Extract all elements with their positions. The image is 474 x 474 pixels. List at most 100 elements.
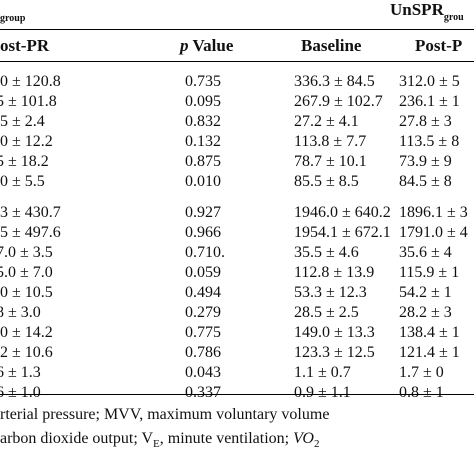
group-header-left: group xyxy=(0,1,25,24)
cell-post-pr: 5 ± 18.2 xyxy=(0,153,49,170)
cell-post-pr: 6 ± 1.3 xyxy=(0,364,41,381)
cell-baseline: 1946.0 ± 640.2 xyxy=(294,204,391,221)
table-row: 5.0 ± 7.0 0.059 112.8 ± 13.9 115.9 ± 1 xyxy=(0,263,474,283)
column-header-post-pr-1-label: ost-PR xyxy=(0,36,50,55)
table-row: 5 ± 18.2 0.875 78.7 ± 10.1 73.9 ± 9 xyxy=(0,152,474,172)
cell-baseline: 53.3 ± 12.3 xyxy=(294,284,367,301)
column-header-p-value: p Value xyxy=(180,36,233,56)
footnote-line-2-part-a: arbon dioxide output; V xyxy=(0,430,154,447)
cell-post-pr-2: 73.9 ± 9 xyxy=(399,153,452,170)
table-row: .0 ± 10.5 0.494 53.3 ± 12.3 54.2 ± 1 xyxy=(0,283,474,303)
table-row: .0 ± 5.5 0.010 85.5 ± 8.5 84.5 ± 8 xyxy=(0,172,474,192)
footnote-line-2-subscript-2: 2 xyxy=(313,438,320,451)
p-italic-label: p xyxy=(180,36,189,55)
column-header-post-pr-1: ost-PR xyxy=(0,36,49,56)
column-header-baseline-label: Baseline xyxy=(301,36,362,55)
cell-post-pr: .0 ± 120.8 xyxy=(0,73,61,90)
cell-post-pr-2: 115.9 ± 1 xyxy=(399,264,460,281)
table-row: .0 ± 120.8 0.735 336.3 ± 84.5 312.0 ± 5 xyxy=(0,72,474,92)
column-header-post-pr-2-label: Post-P xyxy=(415,36,463,55)
cell-post-pr: 7.0 ± 3.5 xyxy=(0,244,53,261)
cell-p-value: 0.279 xyxy=(185,304,221,321)
cell-post-pr-2: 236.1 ± 1 xyxy=(399,93,460,110)
cell-post-pr-2: 113.5 ± 8 xyxy=(399,133,460,150)
cell-post-pr-2: 138.4 ± 1 xyxy=(399,324,460,341)
column-header-post-pr-2: Post-P xyxy=(415,36,462,56)
column-header-baseline: Baseline xyxy=(301,36,361,56)
cell-post-pr: .5 ± 2.4 xyxy=(0,113,45,130)
cell-post-pr: .0 ± 12.2 xyxy=(0,133,53,150)
cell-p-value: 0.494 xyxy=(185,284,221,301)
cell-baseline: 113.8 ± 7.7 xyxy=(294,133,367,150)
cell-baseline: 336.3 ± 84.5 xyxy=(294,73,375,90)
cell-post-pr: 5.0 ± 7.0 xyxy=(0,264,53,281)
cell-baseline: 267.9 ± 102.7 xyxy=(294,93,383,110)
table-body: .0 ± 120.8 0.735 336.3 ± 84.5 312.0 ± 5 … xyxy=(0,72,474,403)
cell-post-pr-2: 28.2 ± 3 xyxy=(399,304,452,321)
cell-post-pr: 5 ± 101.8 xyxy=(0,93,57,110)
cell-baseline: 0.9 ± 1.1 xyxy=(294,384,351,401)
cell-post-pr: .3 ± 430.7 xyxy=(0,204,61,221)
table-row: 6 ± 1.0 0.337 0.9 ± 1.1 0.8 ± 1 xyxy=(0,383,474,403)
footnote-line-1: rterial pressure; MVV, maximum voluntary… xyxy=(0,406,330,423)
cell-p-value: 0.337 xyxy=(185,384,221,401)
cell-p-value: 0.775 xyxy=(185,324,221,341)
table-row: .2 ± 10.6 0.786 123.3 ± 12.5 121.4 ± 1 xyxy=(0,343,474,363)
group-subscript-left: group xyxy=(0,13,26,24)
footnote-line-2-italic: VO xyxy=(293,430,314,447)
cell-p-value: 0.966 xyxy=(185,224,221,241)
cell-p-value: 0.927 xyxy=(185,204,221,221)
cell-p-value: 0.832 xyxy=(185,113,221,130)
table-row: .5 ± 2.4 0.832 27.2 ± 4.1 27.8 ± 3 xyxy=(0,112,474,132)
cell-p-value: 0.710. xyxy=(185,244,225,261)
cell-post-pr-2: 35.6 ± 4 xyxy=(399,244,452,261)
cell-post-pr: .0 ± 14.2 xyxy=(0,324,53,341)
cell-p-value: 0.010 xyxy=(185,173,221,190)
cell-post-pr: 8 ± 3.0 xyxy=(0,304,41,321)
cell-post-pr: .0 ± 10.5 xyxy=(0,284,53,301)
cell-p-value: 0.095 xyxy=(185,93,221,110)
cell-p-value: 0.059 xyxy=(185,264,221,281)
cell-baseline: 27.2 ± 4.1 xyxy=(294,113,359,130)
cell-post-pr-2: 1.7 ± 0 xyxy=(399,364,444,381)
cell-post-pr: .5 ± 497.6 xyxy=(0,224,61,241)
table-row: 8 ± 3.0 0.279 28.5 ± 2.5 28.2 ± 3 xyxy=(0,303,474,323)
table-row: .0 ± 12.2 0.132 113.8 ± 7.7 113.5 ± 8 xyxy=(0,132,474,152)
unspr-title: UnSPR xyxy=(390,0,444,19)
table-bottom-rule xyxy=(0,394,474,395)
cell-baseline: 78.7 ± 10.1 xyxy=(294,153,367,170)
cell-post-pr-2: 312.0 ± 5 xyxy=(399,73,460,90)
cell-baseline: 112.8 ± 13.9 xyxy=(294,264,375,281)
cell-p-value: 0.735 xyxy=(185,73,221,90)
table-row: 6 ± 1.3 0.043 1.1 ± 0.7 1.7 ± 0 xyxy=(0,363,474,383)
cell-p-value: 0.875 xyxy=(185,153,221,170)
cell-post-pr: .2 ± 10.6 xyxy=(0,344,53,361)
table-row: 5 ± 101.8 0.095 267.9 ± 102.7 236.1 ± 1 xyxy=(0,92,474,112)
cell-post-pr-2: 0.8 ± 1 xyxy=(399,384,444,401)
cell-post-pr-2: 54.2 ± 1 xyxy=(399,284,452,301)
cell-p-value: 0.043 xyxy=(185,364,221,381)
value-label: Value xyxy=(188,36,234,55)
cell-post-pr-2: 27.8 ± 3 xyxy=(399,113,452,130)
footnote-line-2: arbon dioxide output; VE, minute ventila… xyxy=(0,429,319,454)
group-header-unspr: UnSPRgrou xyxy=(390,0,464,23)
cell-post-pr-2: 121.4 ± 1 xyxy=(399,344,460,361)
cell-baseline: 1954.1 ± 672.1 xyxy=(294,224,391,241)
cell-baseline: 123.3 ± 12.5 xyxy=(294,344,375,361)
cell-baseline: 85.5 ± 8.5 xyxy=(294,173,359,190)
cell-baseline: 149.0 ± 13.3 xyxy=(294,324,375,341)
cell-baseline: 1.1 ± 0.7 xyxy=(294,364,351,381)
table-row: .0 ± 14.2 0.775 149.0 ± 13.3 138.4 ± 1 xyxy=(0,323,474,343)
cell-baseline: 35.5 ± 4.6 xyxy=(294,244,359,261)
cell-post-pr: 6 ± 1.0 xyxy=(0,384,41,401)
cell-post-pr: .0 ± 5.5 xyxy=(0,173,45,190)
cell-baseline: 28.5 ± 2.5 xyxy=(294,304,359,321)
cell-p-value: 0.132 xyxy=(185,133,221,150)
cell-post-pr-2: 1896.1 ± 3 xyxy=(399,204,468,221)
table-group-header: group UnSPRgrou xyxy=(0,0,474,26)
cell-post-pr-2: 84.5 ± 8 xyxy=(399,173,452,190)
table-row: 7.0 ± 3.5 0.710. 35.5 ± 4.6 35.6 ± 4 xyxy=(0,243,474,263)
footnote-line-2-part-b: , minute ventilation; xyxy=(159,430,294,447)
unspr-subscript: grou xyxy=(443,12,464,23)
